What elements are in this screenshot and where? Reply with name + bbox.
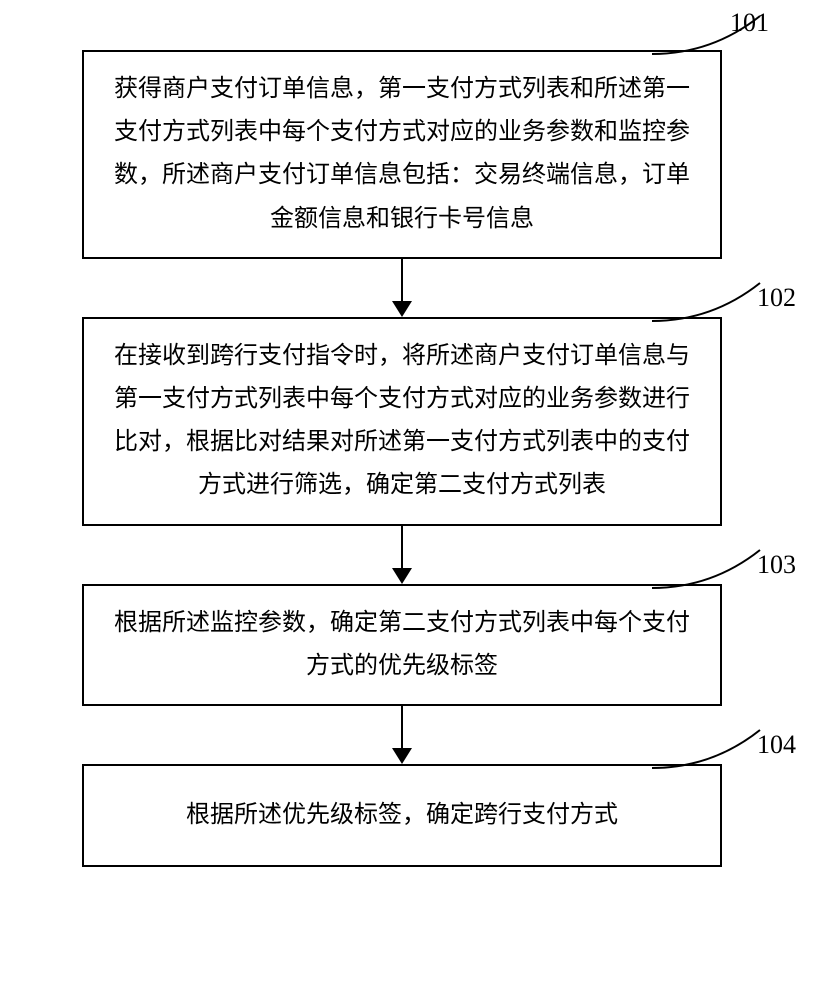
step-label-104: 104 <box>757 722 796 769</box>
flow-step-103: 根据所述监控参数，确定第二支付方式列表中每个支付方式的优先级标签 103 <box>82 584 722 706</box>
flow-step-104: 根据所述优先级标签，确定跨行支付方式 104 <box>82 764 722 867</box>
flow-arrow <box>82 259 722 317</box>
step-label-103: 103 <box>757 542 796 589</box>
step-label-102: 102 <box>757 275 796 322</box>
leader-line-102 <box>652 277 772 323</box>
flow-step-102: 在接收到跨行支付指令时，将所述商户支付订单信息与第一支付方式列表中每个支付方式对… <box>82 317 722 526</box>
flow-arrow <box>82 706 722 764</box>
flowchart-container: 获得商户支付订单信息，第一支付方式列表和所述第一支付方式列表中每个支付方式对应的… <box>82 50 722 867</box>
step-label-101: 101 <box>730 8 769 38</box>
step-text: 根据所述优先级标签，确定跨行支付方式 <box>186 802 618 828</box>
leader-line-104 <box>652 724 772 770</box>
flow-arrow <box>82 526 722 584</box>
step-text: 获得商户支付订单信息，第一支付方式列表和所述第一支付方式列表中每个支付方式对应的… <box>114 76 690 232</box>
flow-step-101: 获得商户支付订单信息，第一支付方式列表和所述第一支付方式列表中每个支付方式对应的… <box>82 50 722 259</box>
step-text: 在接收到跨行支付指令时，将所述商户支付订单信息与第一支付方式列表中每个支付方式对… <box>114 343 690 499</box>
leader-line-103 <box>652 544 772 590</box>
step-text: 根据所述监控参数，确定第二支付方式列表中每个支付方式的优先级标签 <box>114 610 690 679</box>
